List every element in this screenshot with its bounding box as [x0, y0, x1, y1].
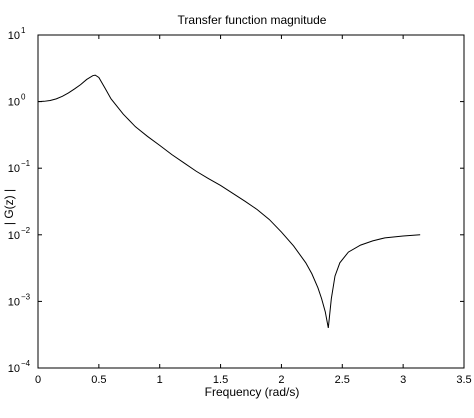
x-tick-label: 0.5 — [91, 374, 106, 386]
y-tick-exponent: 0 — [21, 93, 26, 102]
y-tick-label: 10 — [8, 296, 20, 308]
x-tick-label: 1.5 — [213, 374, 228, 386]
magnitude-series-line — [37, 74, 421, 328]
y-tick-exponent: 1 — [21, 26, 26, 35]
y-tick-exponent: −1 — [21, 159, 31, 168]
chart-title: Transfer function magnitude — [178, 13, 327, 27]
x-tick-label: 2.5 — [335, 374, 350, 386]
x-tick-label: 1 — [157, 374, 163, 386]
y-tick-exponent: −4 — [21, 359, 31, 368]
x-tick-label: 0 — [35, 374, 41, 386]
y-tick-label: 10 — [8, 363, 20, 375]
y-tick-label: 10 — [8, 230, 20, 242]
x-tick-label: 3.5 — [456, 374, 471, 386]
y-axis-label: | G(z) | — [2, 189, 16, 225]
y-tick-exponent: −2 — [21, 226, 31, 235]
y-tick-label: 10 — [8, 30, 20, 42]
plot-frame — [37, 34, 465, 369]
y-tick-label: 10 — [8, 97, 20, 109]
x-tick-label: 3 — [400, 374, 406, 386]
y-tick-exponent: −3 — [21, 292, 31, 301]
y-tick-label: 10 — [8, 163, 20, 175]
x-axis-ticks: 0 0.5 1 1.5 2 2.5 3 3.5 — [35, 35, 472, 386]
x-axis-label: Frequency (rad/s) — [205, 385, 300, 399]
x-tick-label: 2 — [278, 374, 284, 386]
